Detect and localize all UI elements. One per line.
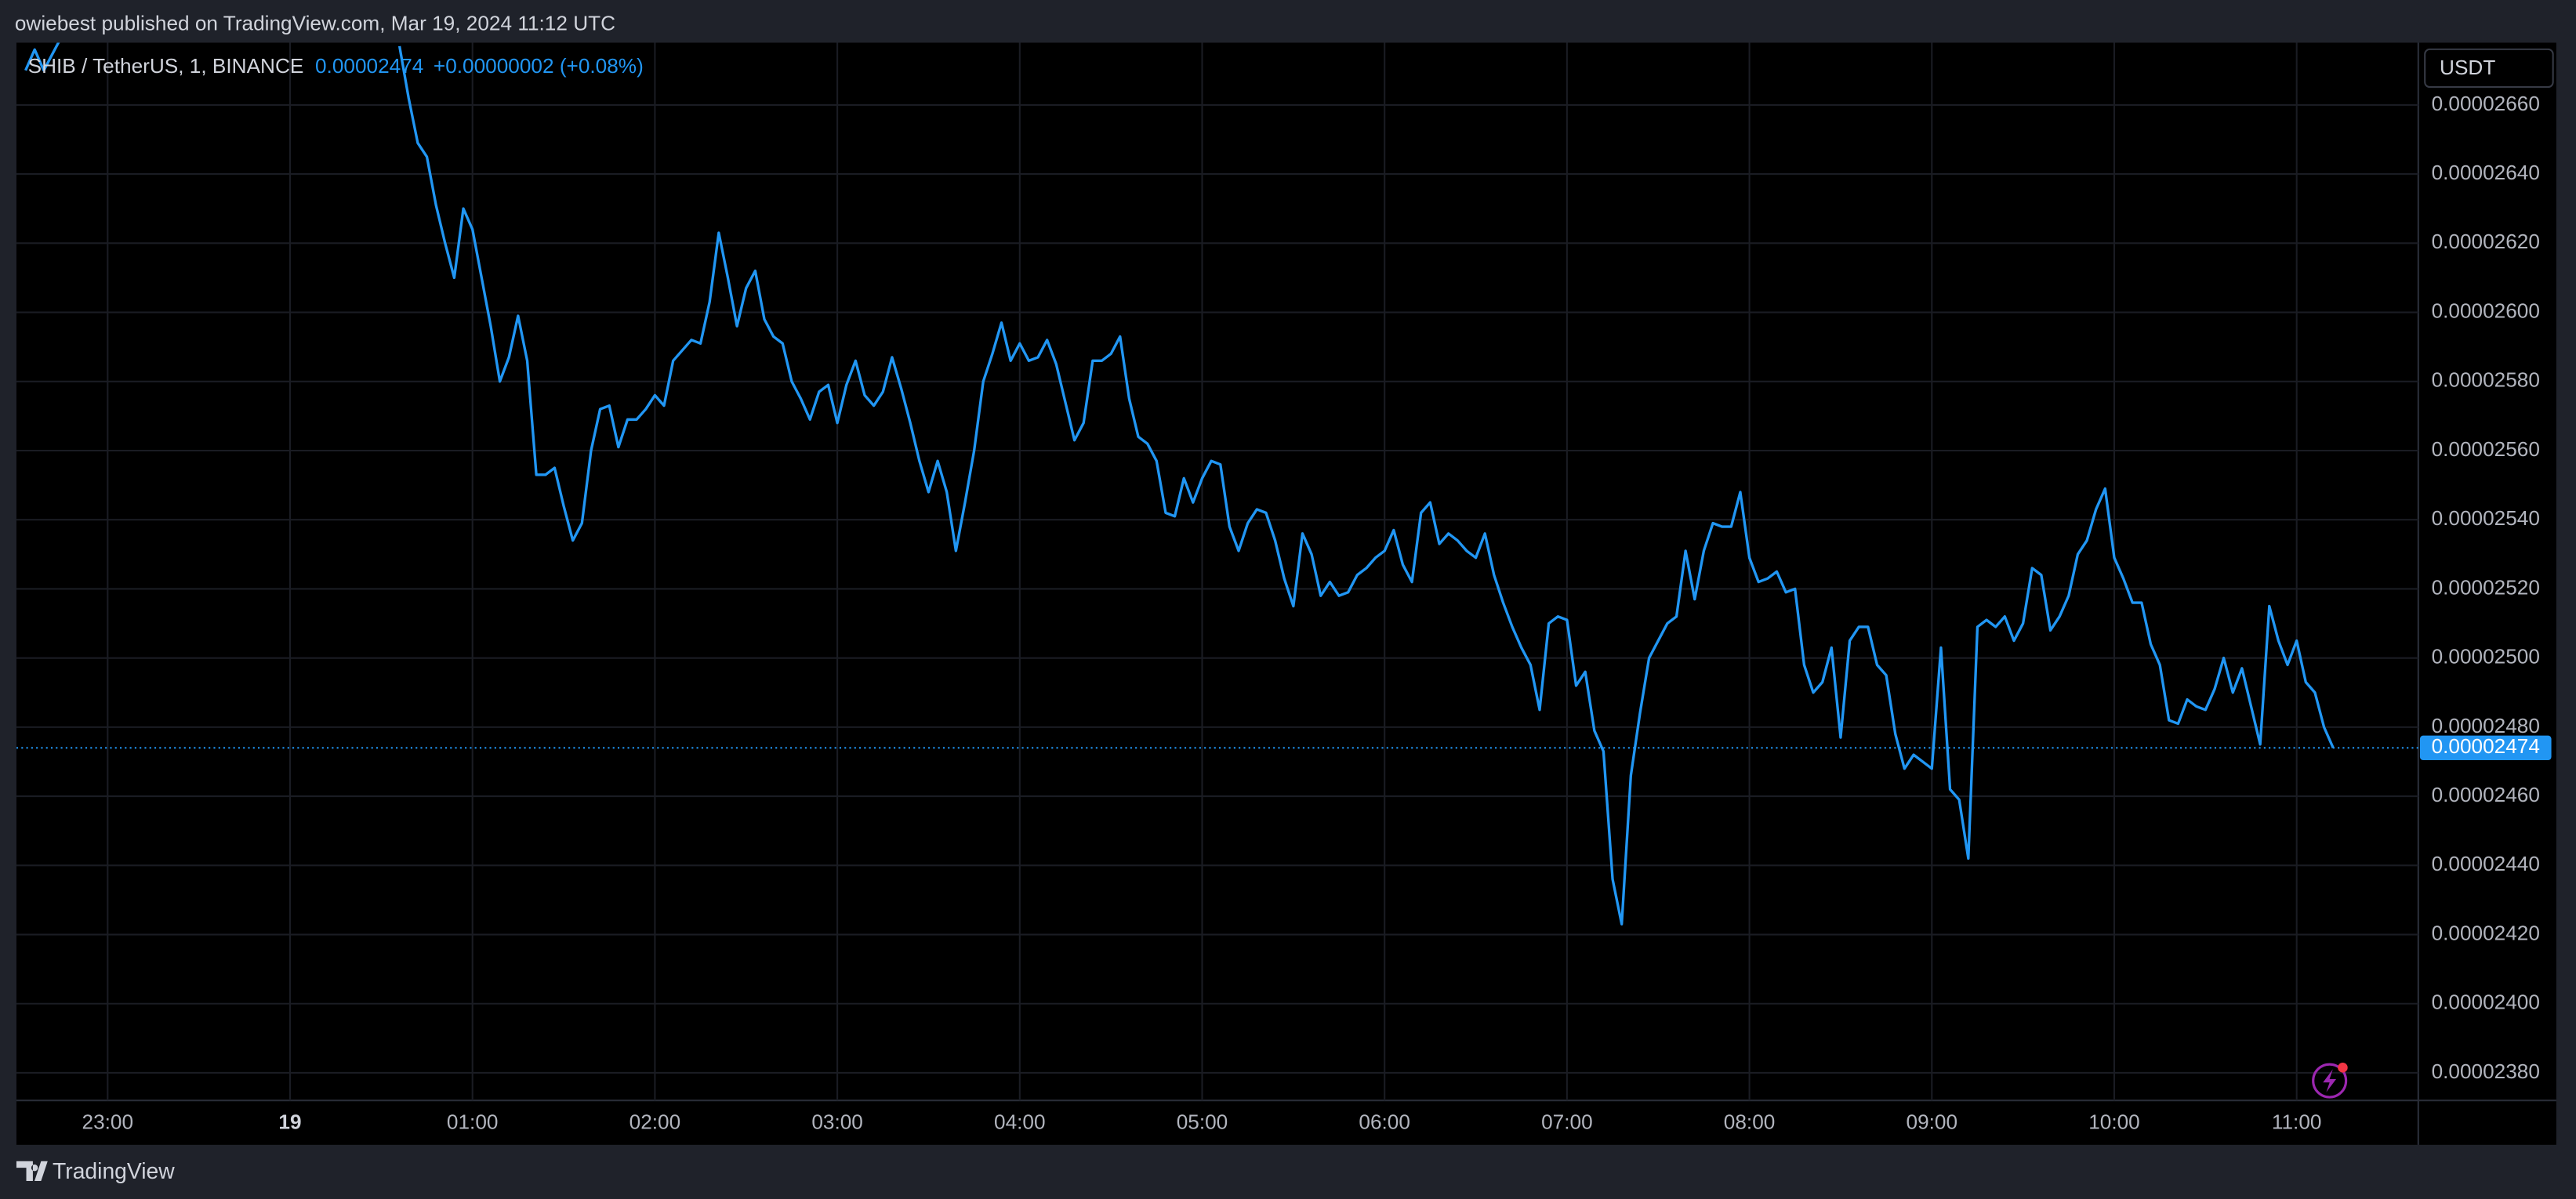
currency-label[interactable]: USDT	[2440, 56, 2495, 79]
currency-button[interactable]: USDT	[2424, 48, 2554, 89]
y-tick-label: 0.00002580	[2432, 368, 2540, 392]
x-tick-label: 01:00	[447, 1110, 499, 1134]
x-tick-label: 07:00	[1541, 1110, 1593, 1134]
y-tick-label: 0.00002540	[2432, 506, 2540, 530]
legend: SHIB / TetherUS, 1, BINANCE 0.00002474 +0.…	[28, 54, 644, 78]
y-tick-label: 0.00002640	[2432, 161, 2540, 184]
y-tick-label: 0.00002560	[2432, 437, 2540, 461]
y-tick-label: 0.00002440	[2432, 852, 2540, 875]
symbol-title: SHIB / TetherUS, 1, BINANCE	[28, 54, 304, 78]
logo-mark	[16, 1161, 48, 1181]
alert-icon[interactable]	[2312, 1063, 2348, 1099]
chart-panel	[16, 42, 2556, 1145]
price-line-series	[24, 42, 2335, 926]
y-tick-label: 0.00002600	[2432, 299, 2540, 322]
x-tick-label: 23:00	[82, 1110, 134, 1134]
y-tick-label: 0.00002500	[2432, 645, 2540, 668]
y-tick-label: 0.00002420	[2432, 921, 2540, 944]
y-tick-label: 0.00002400	[2432, 991, 2540, 1014]
legend-price: 0.00002474	[315, 54, 423, 78]
series-layer	[16, 42, 2418, 926]
footer-brand: TradingView	[53, 1158, 175, 1183]
x-tick-label: 11:00	[2272, 1110, 2322, 1134]
y-tick-label: 0.00002520	[2432, 575, 2540, 599]
currency-button-frame[interactable]	[2424, 48, 2554, 89]
y-tick-label: 0.00002380	[2432, 1060, 2540, 1083]
x-tick-label: 10:00	[2088, 1110, 2140, 1134]
last-price-label: 0.00002474	[2432, 734, 2540, 758]
x-tick-label: 02:00	[629, 1110, 681, 1134]
y-tick-label: 0.00002620	[2432, 230, 2540, 253]
alert-dot[interactable]	[2338, 1063, 2348, 1073]
x-tick-label: 06:00	[1359, 1110, 1410, 1134]
y-tick-label: 0.00002460	[2432, 783, 2540, 806]
header-text: owiebest published on TradingView.com, M…	[15, 11, 615, 34]
x-tick-label: 04:00	[994, 1110, 1046, 1134]
y-tick-label: 0.00002660	[2432, 92, 2540, 115]
y-tick-label: 0.00002480	[2432, 714, 2540, 737]
legend-change: +0.00000002 (+0.08%)	[434, 54, 644, 78]
footer-logo: TradingView	[16, 1158, 175, 1183]
x-tick-label: 08:00	[1724, 1110, 1776, 1134]
alert-ring[interactable]	[2312, 1063, 2348, 1099]
grid	[16, 42, 2418, 1101]
x-tick-label: 03:00	[811, 1110, 863, 1134]
x-tick-label: 05:00	[1177, 1110, 1228, 1134]
alert-bolt[interactable]	[2323, 1069, 2337, 1092]
last-price-tag	[2419, 735, 2552, 761]
x-tick-label: 09:00	[1907, 1110, 1958, 1134]
x-tick-label: 19	[278, 1110, 301, 1134]
